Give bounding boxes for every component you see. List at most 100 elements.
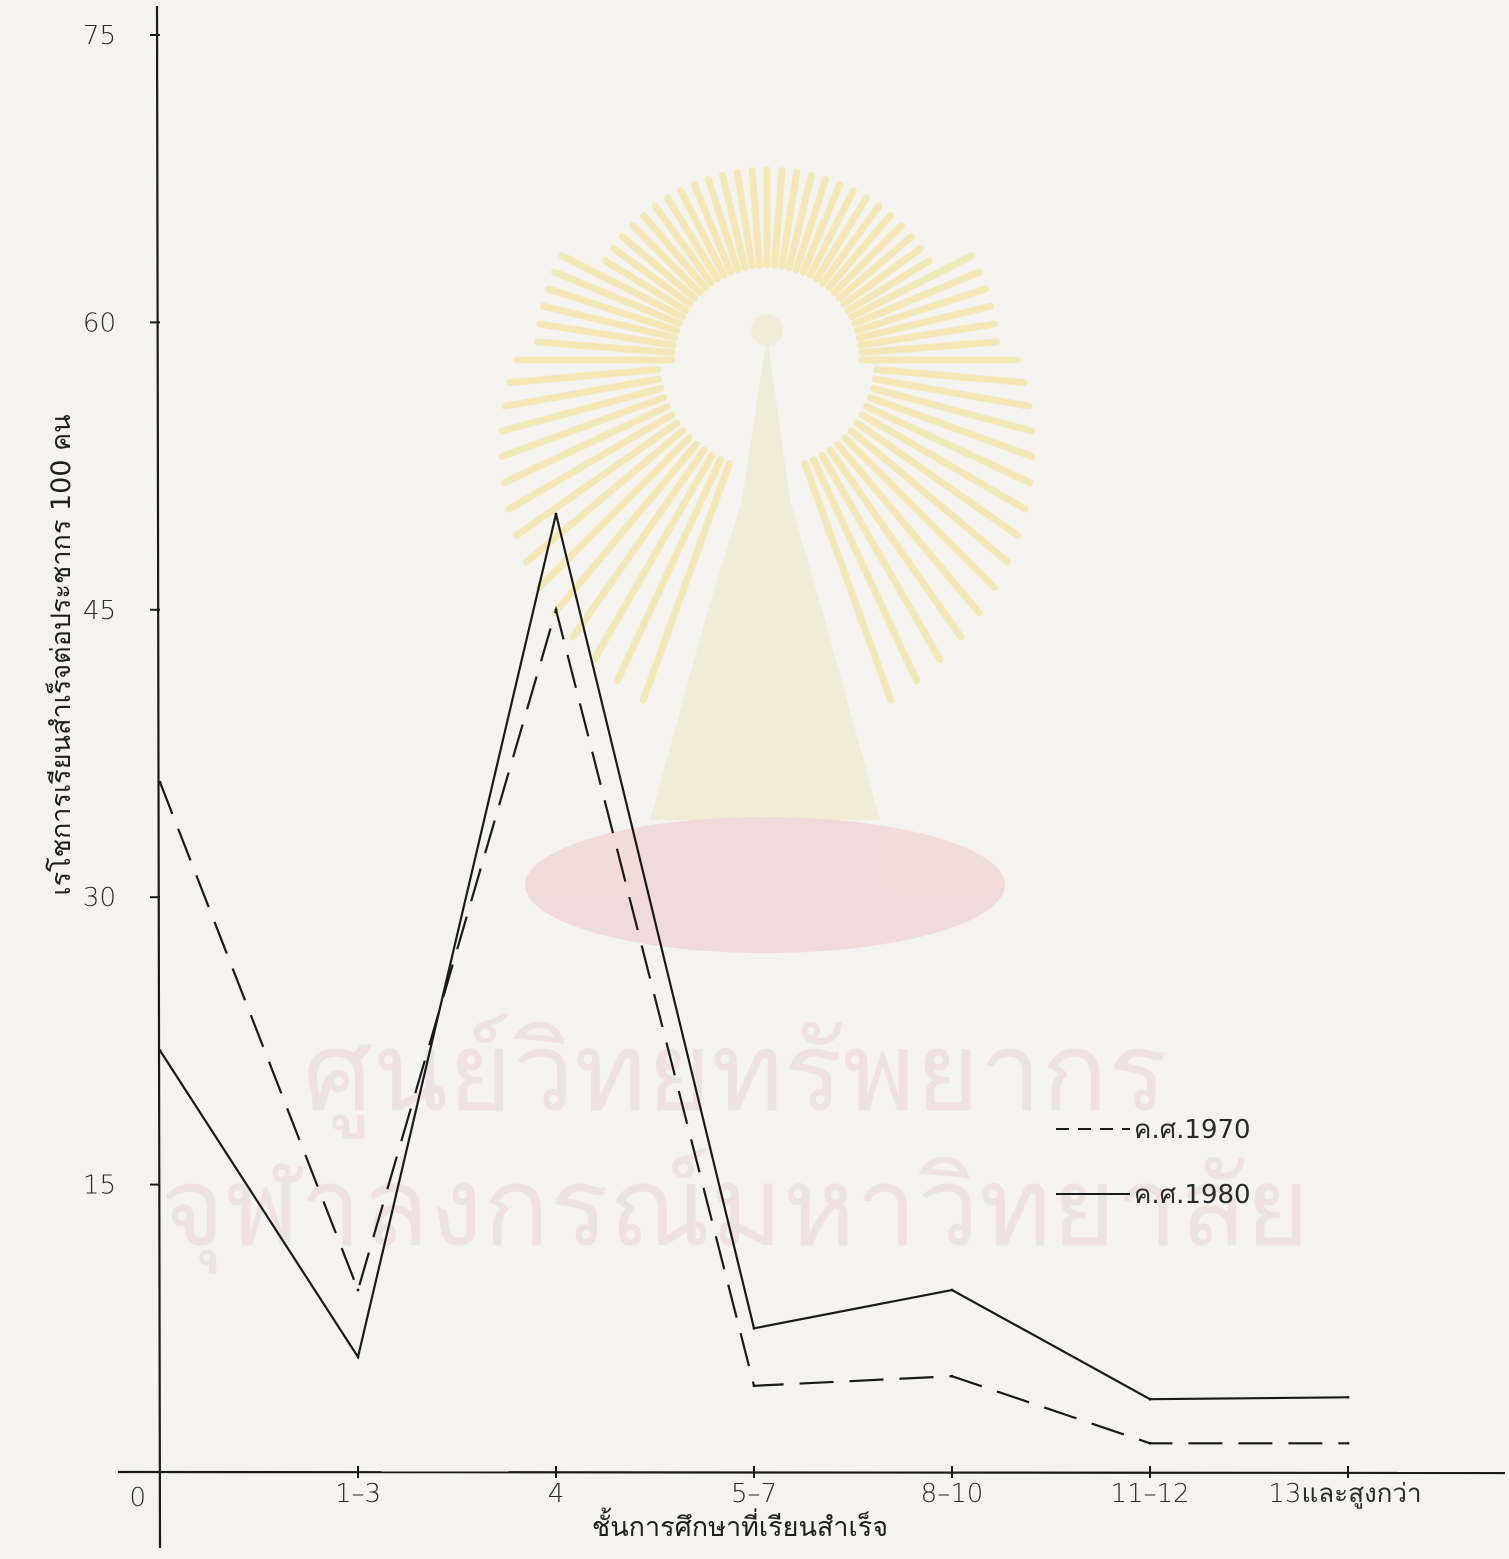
- watermark-ray: [719, 171, 749, 272]
- data-point: [356, 1288, 360, 1292]
- watermark-ray: [866, 394, 1036, 460]
- watermark-ray: [770, 167, 786, 269]
- watermark-ray: [778, 168, 801, 270]
- watermark-ray: [857, 320, 998, 349]
- data-point: [158, 780, 162, 784]
- data-point: [1346, 1395, 1350, 1399]
- watermark-ray: [536, 320, 677, 349]
- x-axis: [117, 1470, 1506, 1475]
- data-point: [752, 1384, 756, 1388]
- data-point: [356, 1355, 360, 1359]
- data-point: [554, 608, 558, 612]
- watermark-ray: [848, 252, 976, 321]
- watermark-ray: [818, 451, 944, 664]
- data-point: [1346, 1441, 1350, 1445]
- watermark-ray: [785, 171, 815, 272]
- watermark-ray: [704, 175, 742, 274]
- watermark-ray: [629, 222, 704, 297]
- watermark-seal-base: [525, 817, 1005, 953]
- watermark-ray: [840, 244, 925, 308]
- watermark-ray: [806, 187, 857, 279]
- data-point: [1148, 1441, 1152, 1445]
- watermark-ray: [733, 168, 756, 270]
- y-tick-label: 45: [83, 596, 116, 626]
- watermark-ray: [690, 180, 735, 276]
- watermark-ray: [677, 187, 728, 279]
- y-ticks: 0 15 30 45 60 75: [83, 21, 160, 1513]
- watermark-ray: [873, 366, 1028, 386]
- x-tick-label: 1–3: [335, 1479, 381, 1509]
- watermark-ray: [847, 427, 1012, 566]
- watermark-ray: [619, 233, 699, 302]
- watermark-ray: [590, 451, 716, 664]
- data-point: [554, 512, 558, 516]
- watermark-ray: [826, 446, 965, 641]
- data-point: [950, 1374, 954, 1378]
- watermark-ray: [501, 375, 663, 410]
- x-tick-label: 4: [548, 1479, 565, 1509]
- y-axis-label: เรโชการเรียนสำเร็จต่อประชากร 100 คน: [43, 414, 77, 895]
- legend-label-1970: ค.ศ.1970: [1134, 1115, 1251, 1145]
- watermark-ray: [799, 180, 844, 276]
- watermark-ray: [858, 338, 1000, 357]
- watermark-ray: [613, 456, 725, 685]
- watermark-ray: [551, 268, 683, 328]
- legend-label-1980: ค.ศ.1980: [1134, 1180, 1251, 1210]
- data-point: [1148, 1397, 1152, 1401]
- watermark-ray: [792, 175, 830, 274]
- x-tick-label: 11–12: [1110, 1479, 1189, 1509]
- watermark-ray: [535, 434, 693, 592]
- x-tick-label: 8–10: [921, 1479, 984, 1509]
- watermark-ray: [640, 212, 709, 292]
- watermark-ray: [748, 167, 764, 269]
- watermark: ศูนย์วิทยทรัพยากร จุฬาลงกรณ์มหาวิทยาลัย: [160, 166, 1310, 1274]
- watermark-ray: [844, 257, 933, 314]
- watermark-ray: [853, 285, 990, 335]
- watermark-ray: [835, 233, 915, 302]
- y-tick-label: 60: [83, 308, 116, 338]
- watermark-ray: [539, 302, 679, 342]
- watermark-ray: [863, 402, 1034, 487]
- watermark-ray: [819, 202, 883, 287]
- y-tick-label: 30: [83, 883, 116, 913]
- watermark-ray: [830, 222, 905, 297]
- watermark-ray: [851, 268, 983, 328]
- watermark-ray: [558, 252, 686, 321]
- watermark-ray: [534, 338, 676, 357]
- y-tick-label: 75: [83, 21, 116, 51]
- watermark-seal-spire: [650, 335, 880, 820]
- watermark-seal-top: [751, 314, 783, 346]
- watermark-ray: [512, 419, 681, 540]
- data-point: [158, 1049, 162, 1052]
- watermark-ray: [853, 419, 1022, 540]
- watermark-ray: [801, 459, 895, 704]
- watermark-ray: [651, 202, 715, 287]
- x-tick-label: 13และสูงกว่า: [1268, 1479, 1421, 1509]
- watermark-ray: [871, 375, 1033, 410]
- x-ticks: 1–3 4 5–7 8–10 11–12 13และสูงกว่า: [335, 1466, 1422, 1509]
- watermark-text-line1: ศูนย์วิทยทรัพยากร: [303, 1008, 1167, 1139]
- watermark-ray: [809, 456, 921, 685]
- watermark-ray: [506, 366, 661, 386]
- data-point: [752, 1326, 756, 1330]
- watermark-ray: [569, 446, 708, 641]
- watermark-ray: [522, 427, 687, 566]
- series-lines: [158, 512, 1350, 1445]
- watermark-ray: [869, 384, 1036, 435]
- x-tick-label: 5–7: [731, 1479, 777, 1509]
- y-tick-label: 0: [129, 1483, 146, 1513]
- watermark-ray: [601, 257, 690, 314]
- y-tick-label: 15: [83, 1171, 116, 1201]
- watermark-ray: [825, 212, 894, 292]
- watermark-seal-rays: [498, 166, 1036, 704]
- watermark-ray: [551, 440, 700, 617]
- watermark-ray: [500, 402, 671, 487]
- watermark-ray: [813, 194, 870, 283]
- legend: ค.ศ.1970 ค.ศ.1980: [1056, 1115, 1251, 1210]
- watermark-ray: [498, 394, 668, 460]
- watermark-ray: [639, 459, 733, 704]
- watermark-ray: [841, 434, 999, 592]
- x-axis-label: ชั้นการศึกษาที่เรียนสำเร็จ: [592, 1507, 888, 1543]
